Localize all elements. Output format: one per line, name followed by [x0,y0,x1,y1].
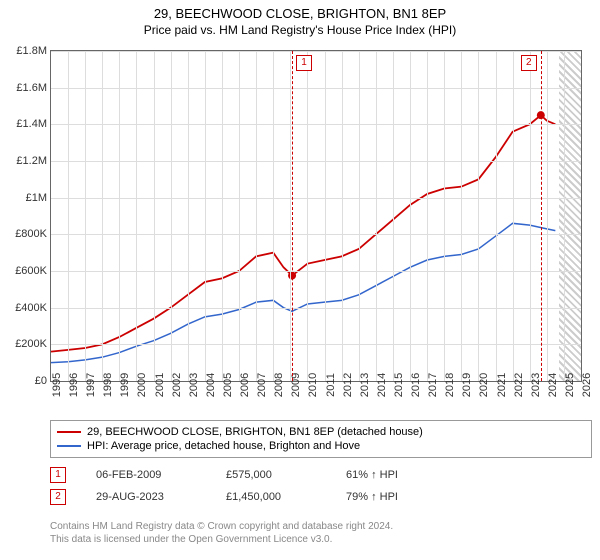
x-axis-label: 1998 [102,373,114,397]
x-axis-label: 2019 [461,373,473,397]
legend-swatch [57,431,81,433]
x-axis-label: 2003 [188,373,200,397]
future-hatch [559,51,581,381]
x-axis-label: 2014 [376,373,388,397]
chart-title: 29, BEECHWOOD CLOSE, BRIGHTON, BN1 8EP [0,0,600,21]
chart-subtitle: Price paid vs. HM Land Registry's House … [0,21,600,37]
x-axis-label: 2008 [273,373,285,397]
event-date: 06-FEB-2009 [96,469,196,481]
legend-item: HPI: Average price, detached house, Brig… [57,439,585,453]
y-axis-label: £1.6M [16,82,47,94]
chart-container: 29, BEECHWOOD CLOSE, BRIGHTON, BN1 8EP P… [0,0,600,560]
event-price: £1,450,000 [226,491,316,503]
x-axis-label: 2021 [496,373,508,397]
x-axis-label: 2005 [222,373,234,397]
footer-line2: This data is licensed under the Open Gov… [50,533,393,546]
x-axis-label: 2007 [256,373,268,397]
y-axis-label: £1.2M [16,155,47,167]
event-hpi: 79% ↑ HPI [346,491,436,503]
x-axis-label: 2020 [478,373,490,397]
x-axis-label: 2013 [359,373,371,397]
y-axis-label: £1M [26,192,47,204]
x-axis-label: 2011 [325,373,337,397]
x-axis-label: 2012 [342,373,354,397]
event-line [541,51,542,381]
plot-svg [51,51,581,381]
x-axis-label: 2016 [410,373,422,397]
footer-line1: Contains HM Land Registry data © Crown c… [50,520,393,533]
y-axis-label: £1.8M [16,45,47,57]
legend-label: HPI: Average price, detached house, Brig… [87,440,360,452]
event-row: 1 06-FEB-2009 £575,000 61% ↑ HPI [50,464,436,486]
x-axis-label: 1997 [85,373,97,397]
event-price: £575,000 [226,469,316,481]
event-row-marker: 1 [50,467,66,483]
x-axis-label: 2004 [205,373,217,397]
event-hpi: 61% ↑ HPI [346,469,436,481]
x-axis-label: 2006 [239,373,251,397]
plot-area: £0£200K£400K£600K£800K£1M£1.2M£1.4M£1.6M… [50,50,582,382]
y-axis-label: £400K [15,302,47,314]
event-row-marker: 2 [50,489,66,505]
x-axis-label: 1995 [51,373,63,397]
x-axis-label: 2017 [427,373,439,397]
legend-item: 29, BEECHWOOD CLOSE, BRIGHTON, BN1 8EP (… [57,425,585,439]
y-axis-label: £600K [15,265,47,277]
series-line [51,223,555,362]
x-axis-label: 2002 [171,373,183,397]
event-marker: 1 [296,55,312,71]
event-line [292,51,293,381]
y-axis-label: £1.4M [16,118,47,130]
x-axis-label: 2015 [393,373,405,397]
event-marker: 2 [521,55,537,71]
x-axis-label: 2026 [581,373,593,397]
x-axis-label: 2025 [564,373,576,397]
legend-label: 29, BEECHWOOD CLOSE, BRIGHTON, BN1 8EP (… [87,426,423,438]
x-axis-label: 2010 [307,373,319,397]
x-axis-label: 2018 [444,373,456,397]
x-axis-label: 1996 [68,373,80,397]
event-date: 29-AUG-2023 [96,491,196,503]
x-axis-label: 1999 [119,373,131,397]
footer-text: Contains HM Land Registry data © Crown c… [50,520,393,546]
legend-swatch [57,445,81,447]
x-axis-label: 2001 [154,373,166,397]
event-row: 2 29-AUG-2023 £1,450,000 79% ↑ HPI [50,486,436,508]
y-axis-label: £0 [35,375,47,387]
y-axis-label: £800K [15,228,47,240]
event-table: 1 06-FEB-2009 £575,000 61% ↑ HPI 2 29-AUG-202… [50,464,436,508]
x-axis-label: 2024 [547,373,559,397]
x-axis-label: 2000 [136,373,148,397]
x-axis-label: 2022 [513,373,525,397]
legend: 29, BEECHWOOD CLOSE, BRIGHTON, BN1 8EP (… [50,420,592,458]
y-axis-label: £200K [15,338,47,350]
